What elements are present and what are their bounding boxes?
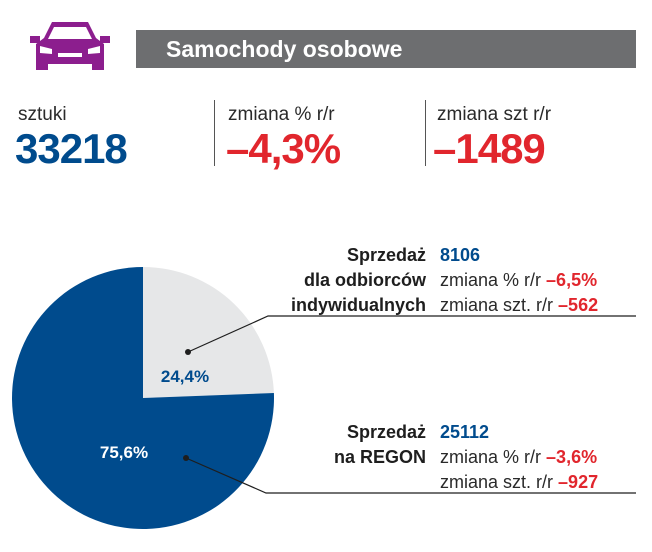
car-icon: [26, 18, 114, 74]
stat-divider: [214, 100, 215, 166]
segment-value-individual: 8106: [440, 245, 481, 265]
stat-value-units: 33218: [15, 125, 128, 172]
pie-chart: 24,4% 75,6%: [12, 267, 636, 529]
leader-dot-regon: [183, 455, 189, 461]
segment-units-row-regon: zmiana szt. r/r –927: [440, 472, 599, 492]
segment-units-row-individual: zmiana szt. r/r –562: [440, 295, 599, 315]
stat-label-pct-change: zmiana % r/r: [228, 104, 335, 125]
pie-slice-individual: [143, 267, 274, 398]
pie-slice-regon: [12, 267, 275, 529]
segment-title-regon: Sprzedaż na REGON: [333, 422, 426, 467]
leader-dot-individual: [185, 349, 191, 355]
segment-title-individual: Sprzedaż dla odbiorców indywidualnych: [290, 245, 426, 315]
stat-value-pct-change: –4,3%: [226, 125, 341, 172]
segment-pct-row-individual: zmiana % r/r –6,5%: [440, 270, 598, 290]
segment-pct-row-regon: zmiana % r/r –3,6%: [440, 447, 598, 467]
stat-value-unit-change: –1489: [433, 125, 546, 172]
stat-divider: [425, 100, 426, 166]
pie-label-regon: 75,6%: [100, 443, 148, 462]
pie-label-individual: 24,4%: [161, 367, 209, 386]
page-title: Samochody osobowe: [136, 30, 636, 68]
leader-line-individual: [187, 315, 636, 353]
segment-value-regon: 25112: [440, 422, 490, 442]
stat-label-units: sztuki: [18, 104, 67, 125]
stat-label-unit-change: zmiana szt r/r: [437, 104, 552, 125]
leader-line-regon: [185, 457, 636, 494]
